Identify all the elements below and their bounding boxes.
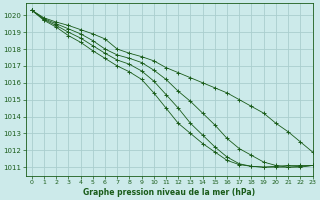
X-axis label: Graphe pression niveau de la mer (hPa): Graphe pression niveau de la mer (hPa) xyxy=(83,188,255,197)
